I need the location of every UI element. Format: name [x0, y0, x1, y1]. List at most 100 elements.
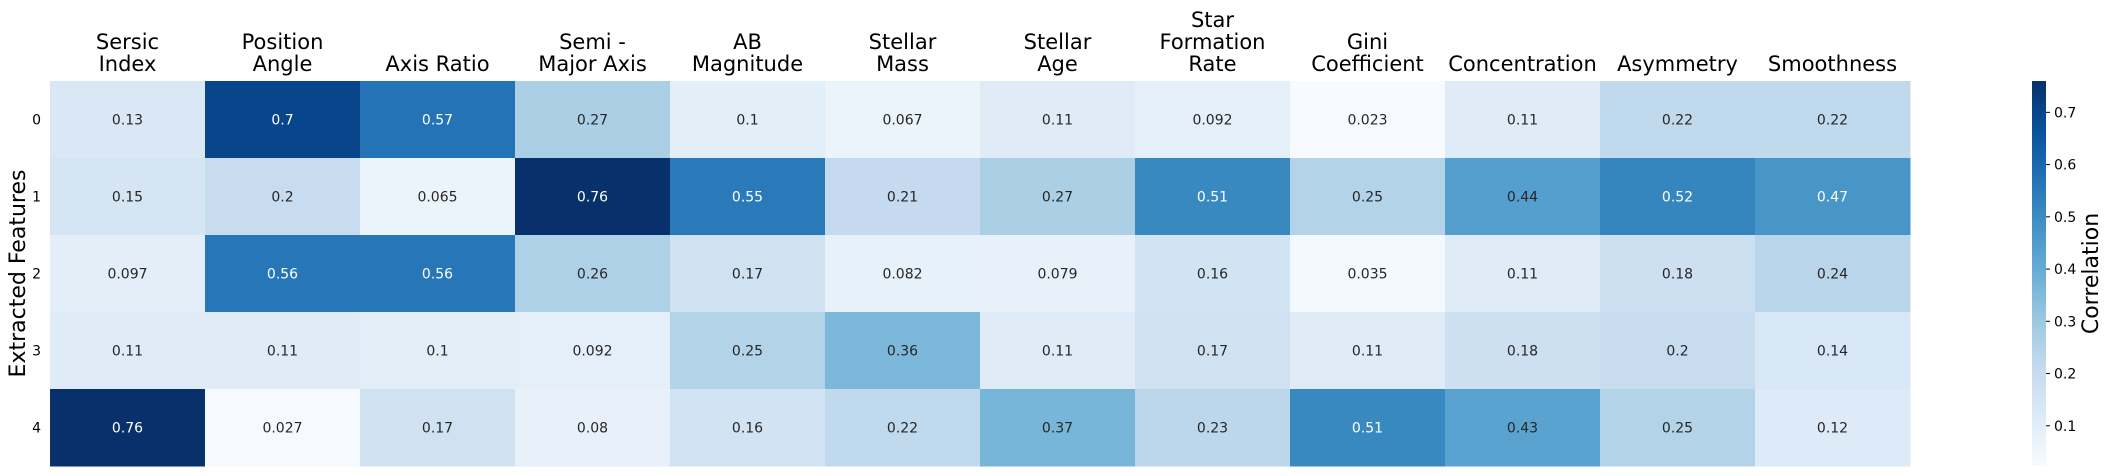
cell-value-label: 0.27 [577, 113, 608, 129]
heatmap-cell [1445, 312, 1601, 390]
heatmap-cell [1600, 389, 1756, 467]
cell-value-label: 0.36 [887, 344, 918, 360]
heatmap-cell [205, 389, 361, 467]
cell-value-label: 0.47 [1817, 190, 1848, 206]
heatmap-cell [515, 312, 671, 390]
cell-value-label: 0.25 [1662, 421, 1693, 437]
heatmap-cell [360, 312, 516, 390]
column-labels: Sersic Index Position Angle Axis Ratio Semi -… [96, 8, 1897, 76]
heatmap-cell [1135, 312, 1291, 390]
column-label: Asymmetry [1617, 52, 1738, 76]
column-label: Smoothness [1768, 52, 1897, 76]
cell-value-label: 0.16 [1197, 267, 1228, 283]
cell-value-label: 0.76 [112, 421, 143, 437]
heatmap-cell [825, 312, 981, 390]
cell-value-label: 0.15 [112, 190, 143, 206]
cell-value-label: 0.23 [1197, 421, 1228, 437]
cell-value-label: 0.11 [267, 344, 298, 360]
cell-value-label: 0.27 [1042, 190, 1073, 206]
column-label: Stellar Age [1024, 30, 1092, 76]
heatmap-cell [1600, 312, 1756, 390]
heatmap-cell [670, 389, 826, 467]
heatmap-cell [980, 81, 1136, 159]
row-label: 3 [32, 344, 41, 360]
heatmap-cell [670, 312, 826, 390]
heatmap-cell [1755, 158, 1911, 236]
cell-value-label: 0.11 [1042, 344, 1073, 360]
column-label: Stellar Mass [869, 30, 937, 76]
heatmap-cell [1600, 81, 1756, 159]
colorbar-gradient [2032, 81, 2046, 466]
column-label-line: Position [242, 30, 324, 54]
column-label: AB Magnitude [692, 30, 803, 76]
row-label: 4 [32, 421, 41, 437]
cell-value-label: 0.37 [1042, 421, 1073, 437]
column-label-line: Stellar [1024, 30, 1092, 54]
column-label-line: Axis Ratio [385, 52, 489, 76]
column-label: Sersic Index [96, 30, 159, 76]
cell-value-label: 0.57 [422, 113, 453, 129]
column-label-line: Major Axis [538, 52, 647, 76]
heatmap-cell [1600, 158, 1756, 236]
colorbar-tick-label: 0.5 [2054, 210, 2076, 226]
cell-value-label: 0.43 [1507, 421, 1538, 437]
colorbar-title: Correlation [2079, 213, 2104, 334]
colorbar-tick-label: 0.2 [2054, 367, 2076, 383]
cell-value-label: 0.17 [732, 267, 763, 283]
cell-value-label: 0.1 [426, 344, 448, 360]
heatmap-cell [670, 235, 826, 313]
heatmap-cell [515, 389, 671, 467]
cell-value-label: 0.17 [1197, 344, 1228, 360]
heatmap-cell [360, 81, 516, 159]
heatmap-cells: 0.13 0.7 0.57 0.27 0.1 0.067 0.11 0.092 0.023 0.1… [50, 81, 1911, 467]
heatmap-cell [670, 81, 826, 159]
heatmap-cell [1445, 235, 1601, 313]
column-label: Semi -Major Axis [538, 30, 647, 76]
cell-value-label: 0.56 [267, 267, 298, 283]
heatmap-cell [50, 312, 206, 390]
heatmap-cell [515, 158, 671, 236]
cell-value-label: 0.18 [1662, 267, 1693, 283]
row-label: 0 [32, 113, 41, 129]
heatmap-cell [825, 81, 981, 159]
cell-value-label: 0.18 [1507, 344, 1538, 360]
colorbar-tick-label: 0.4 [2054, 262, 2076, 278]
column-label-line: Asymmetry [1617, 52, 1738, 76]
column-label: Gini Coefficient [1311, 30, 1424, 76]
column-label-line: Age [1037, 52, 1078, 76]
cell-value-label: 0.2 [271, 190, 293, 206]
cell-value-label: 0.14 [1817, 344, 1848, 360]
column-label-line: Magnitude [692, 52, 803, 76]
cell-value-label: 0.11 [1352, 344, 1383, 360]
heatmap-cell [980, 235, 1136, 313]
heatmap-cell [50, 235, 206, 313]
heatmap-cell [825, 158, 981, 236]
cell-value-label: 0.023 [1347, 113, 1387, 129]
heatmap-cell [980, 158, 1136, 236]
heatmap-cell [1755, 312, 1911, 390]
heatmap-cell [205, 81, 361, 159]
cell-value-label: 0.11 [1042, 113, 1073, 129]
cell-value-label: 0.079 [1037, 267, 1077, 283]
cell-value-label: 0.21 [887, 190, 918, 206]
cell-value-label: 0.56 [422, 267, 453, 283]
column-label-line: Star [1191, 8, 1234, 32]
cell-value-label: 0.11 [1507, 113, 1538, 129]
column-label-line: Sersic [96, 30, 159, 54]
heatmap-cell [50, 81, 206, 159]
column-label: Axis Ratio [385, 52, 489, 76]
heatmap-cell [50, 158, 206, 236]
cell-value-label: 0.12 [1817, 421, 1848, 437]
colorbar-tick-label: 0.1 [2054, 419, 2076, 435]
column-label-line: Index [99, 52, 157, 76]
heatmap-cell [205, 312, 361, 390]
heatmap-cell [360, 389, 516, 467]
heatmap-cell [1135, 389, 1291, 467]
heatmap-cell [1135, 81, 1291, 159]
column-label-line: Formation [1160, 30, 1266, 54]
heatmap-cell [1290, 235, 1446, 313]
heatmap-cell [50, 389, 206, 467]
heatmap-cell [1755, 235, 1911, 313]
column-label-line: Rate [1188, 52, 1236, 76]
